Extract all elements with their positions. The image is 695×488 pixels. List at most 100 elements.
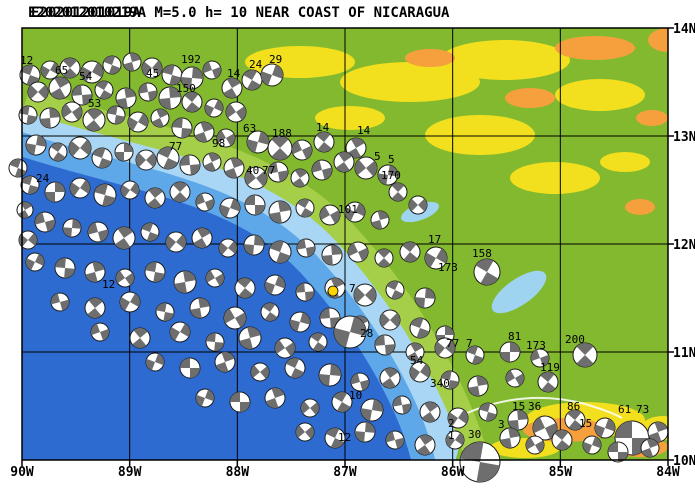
focal-mechanism-beachball <box>219 197 241 219</box>
focal-mechanism-beachball <box>61 101 83 123</box>
aftershock-count-label: 14 <box>316 121 330 134</box>
focal-mechanism-beachball <box>267 135 293 161</box>
focal-mechanism-beachball <box>640 438 660 458</box>
aftershock-count-label: 29 <box>269 53 282 66</box>
focal-mechanism-beachball <box>243 234 265 256</box>
focal-mechanism-beachball <box>127 111 149 133</box>
focal-mechanism-beachball <box>525 435 545 455</box>
lon-axis-label: 88W <box>226 465 250 480</box>
focal-mechanism-beachball <box>360 398 384 422</box>
focal-mechanism-beachball <box>647 421 669 443</box>
lake-nicaragua <box>491 270 547 314</box>
focal-mechanism-beachball <box>353 283 377 307</box>
aftershock-count-label: 192 <box>181 53 201 66</box>
aftershock-count-label: 28 <box>360 327 373 340</box>
map-title: E202012010219A M=5.0 h= 10 NEAR COAST OF… <box>28 5 450 21</box>
aftershock-count-label: 5 <box>388 153 395 166</box>
aftershock-count-label: 150 <box>176 82 196 95</box>
focal-mechanism-beachball <box>507 409 529 431</box>
focal-mechanism-beachball <box>250 362 270 382</box>
aftershock-count-label: 14 <box>227 67 241 80</box>
elevation-orange <box>648 28 668 52</box>
focal-mechanism-beachball <box>189 297 211 319</box>
aftershock-count-label: 188 <box>272 127 292 140</box>
focal-mechanism-beachball <box>246 130 270 154</box>
focal-mechanism-beachball <box>551 429 573 451</box>
aftershock-count-label: 54 <box>410 354 424 367</box>
focal-mechanism-beachball <box>68 136 92 160</box>
longitude-axis: 90W 89W 88W 87W 86W 85W 84W <box>10 465 680 480</box>
elevation-orange <box>555 36 635 60</box>
focal-mechanism-beachball <box>179 154 201 176</box>
focal-mechanism-beachball <box>594 417 616 439</box>
lat-axis-label: 12N <box>673 238 695 253</box>
focal-mechanism-beachball <box>234 277 256 299</box>
focal-mechanism-beachball <box>112 226 136 250</box>
elevation-orange <box>625 199 655 215</box>
focal-mechanism-beachball <box>409 361 431 383</box>
focal-mechanism-beachball <box>120 180 140 200</box>
focal-mechanism-beachball <box>238 326 262 350</box>
focal-mechanism-beachball <box>119 291 141 313</box>
lat-axis-label: 14N <box>673 22 695 37</box>
focal-mechanism-beachball <box>260 63 284 87</box>
aftershock-count-label: 170 <box>381 169 401 182</box>
focal-mechanism-beachball <box>80 60 104 84</box>
focal-mechanism-beachball <box>241 69 263 91</box>
focal-mechanism-beachball <box>267 161 289 183</box>
focal-mechanism-beachball <box>424 246 448 270</box>
focal-mechanism-beachball <box>216 128 236 148</box>
focal-mechanism-beachball <box>205 332 225 352</box>
aftershock-count-label: 54 <box>79 70 93 83</box>
focal-mechanism-beachball <box>40 60 60 80</box>
focal-mechanism-beachball <box>91 147 113 169</box>
aftershock-count-label: 340 <box>430 377 450 390</box>
focal-mechanism-beachball <box>408 195 428 215</box>
focal-mechanism-beachball <box>244 194 266 216</box>
epicenter-dot <box>327 285 339 297</box>
focal-mechanism-beachball <box>140 222 160 242</box>
lat-axis-label: 10N <box>673 454 695 469</box>
focal-mechanism-beachball <box>354 156 378 180</box>
focal-mechanism-beachball <box>409 317 431 339</box>
focal-mechanism-beachball <box>69 177 91 199</box>
epicenter-marker <box>327 285 339 297</box>
focal-mechanism-beachball <box>264 387 286 409</box>
focal-mechanism-beachball <box>499 427 521 449</box>
focal-mechanism-beachball <box>106 105 126 125</box>
focal-mechanism-beachball <box>505 368 525 388</box>
aftershock-count-label: 15 <box>512 400 525 413</box>
focal-mechanism-beachball <box>295 282 315 302</box>
focal-mechanism-beachball <box>268 240 292 264</box>
focal-mechanism-beachball <box>223 157 245 179</box>
focal-mechanism-beachball <box>268 200 292 224</box>
latitude-axis: 10N 11N 12N 13N 14N <box>673 22 695 469</box>
focal-mechanism-beachball <box>34 211 56 233</box>
aftershock-count-label: 73 <box>636 403 649 416</box>
aftershock-count-label: 173 <box>438 261 458 274</box>
lon-axis-label: 89W <box>118 465 142 480</box>
focal-mechanism-beachball <box>171 117 193 139</box>
focal-mechanism-beachball <box>25 252 45 272</box>
focal-mechanism-beachball <box>532 415 558 441</box>
focal-mechanism-beachball <box>195 192 215 212</box>
focal-mechanism-beachball <box>572 342 598 368</box>
focal-mechanism-beachball <box>392 395 412 415</box>
focal-mechanism-beachball <box>333 151 355 173</box>
focal-mechanism-beachball <box>204 98 224 118</box>
focal-mechanism-beachball <box>295 422 315 442</box>
focal-mechanism-beachball <box>165 231 187 253</box>
focal-mechanism-beachball <box>447 407 469 429</box>
focal-mechanism-beachball <box>405 342 425 362</box>
focal-mechanism-beachball <box>144 187 166 209</box>
aftershock-count-label: 7 <box>466 337 473 350</box>
focal-mechanism-beachball <box>161 64 183 86</box>
focal-mechanism-beachball <box>354 421 376 443</box>
aftershock-count-label: 12 <box>20 54 33 67</box>
focal-mechanism-beachball <box>440 370 460 390</box>
focal-mechanism-beachball <box>311 159 333 181</box>
focal-mechanism-beachball <box>300 398 320 418</box>
focal-mechanism-beachball <box>114 142 134 162</box>
focal-mechanism-beachball <box>90 322 110 342</box>
